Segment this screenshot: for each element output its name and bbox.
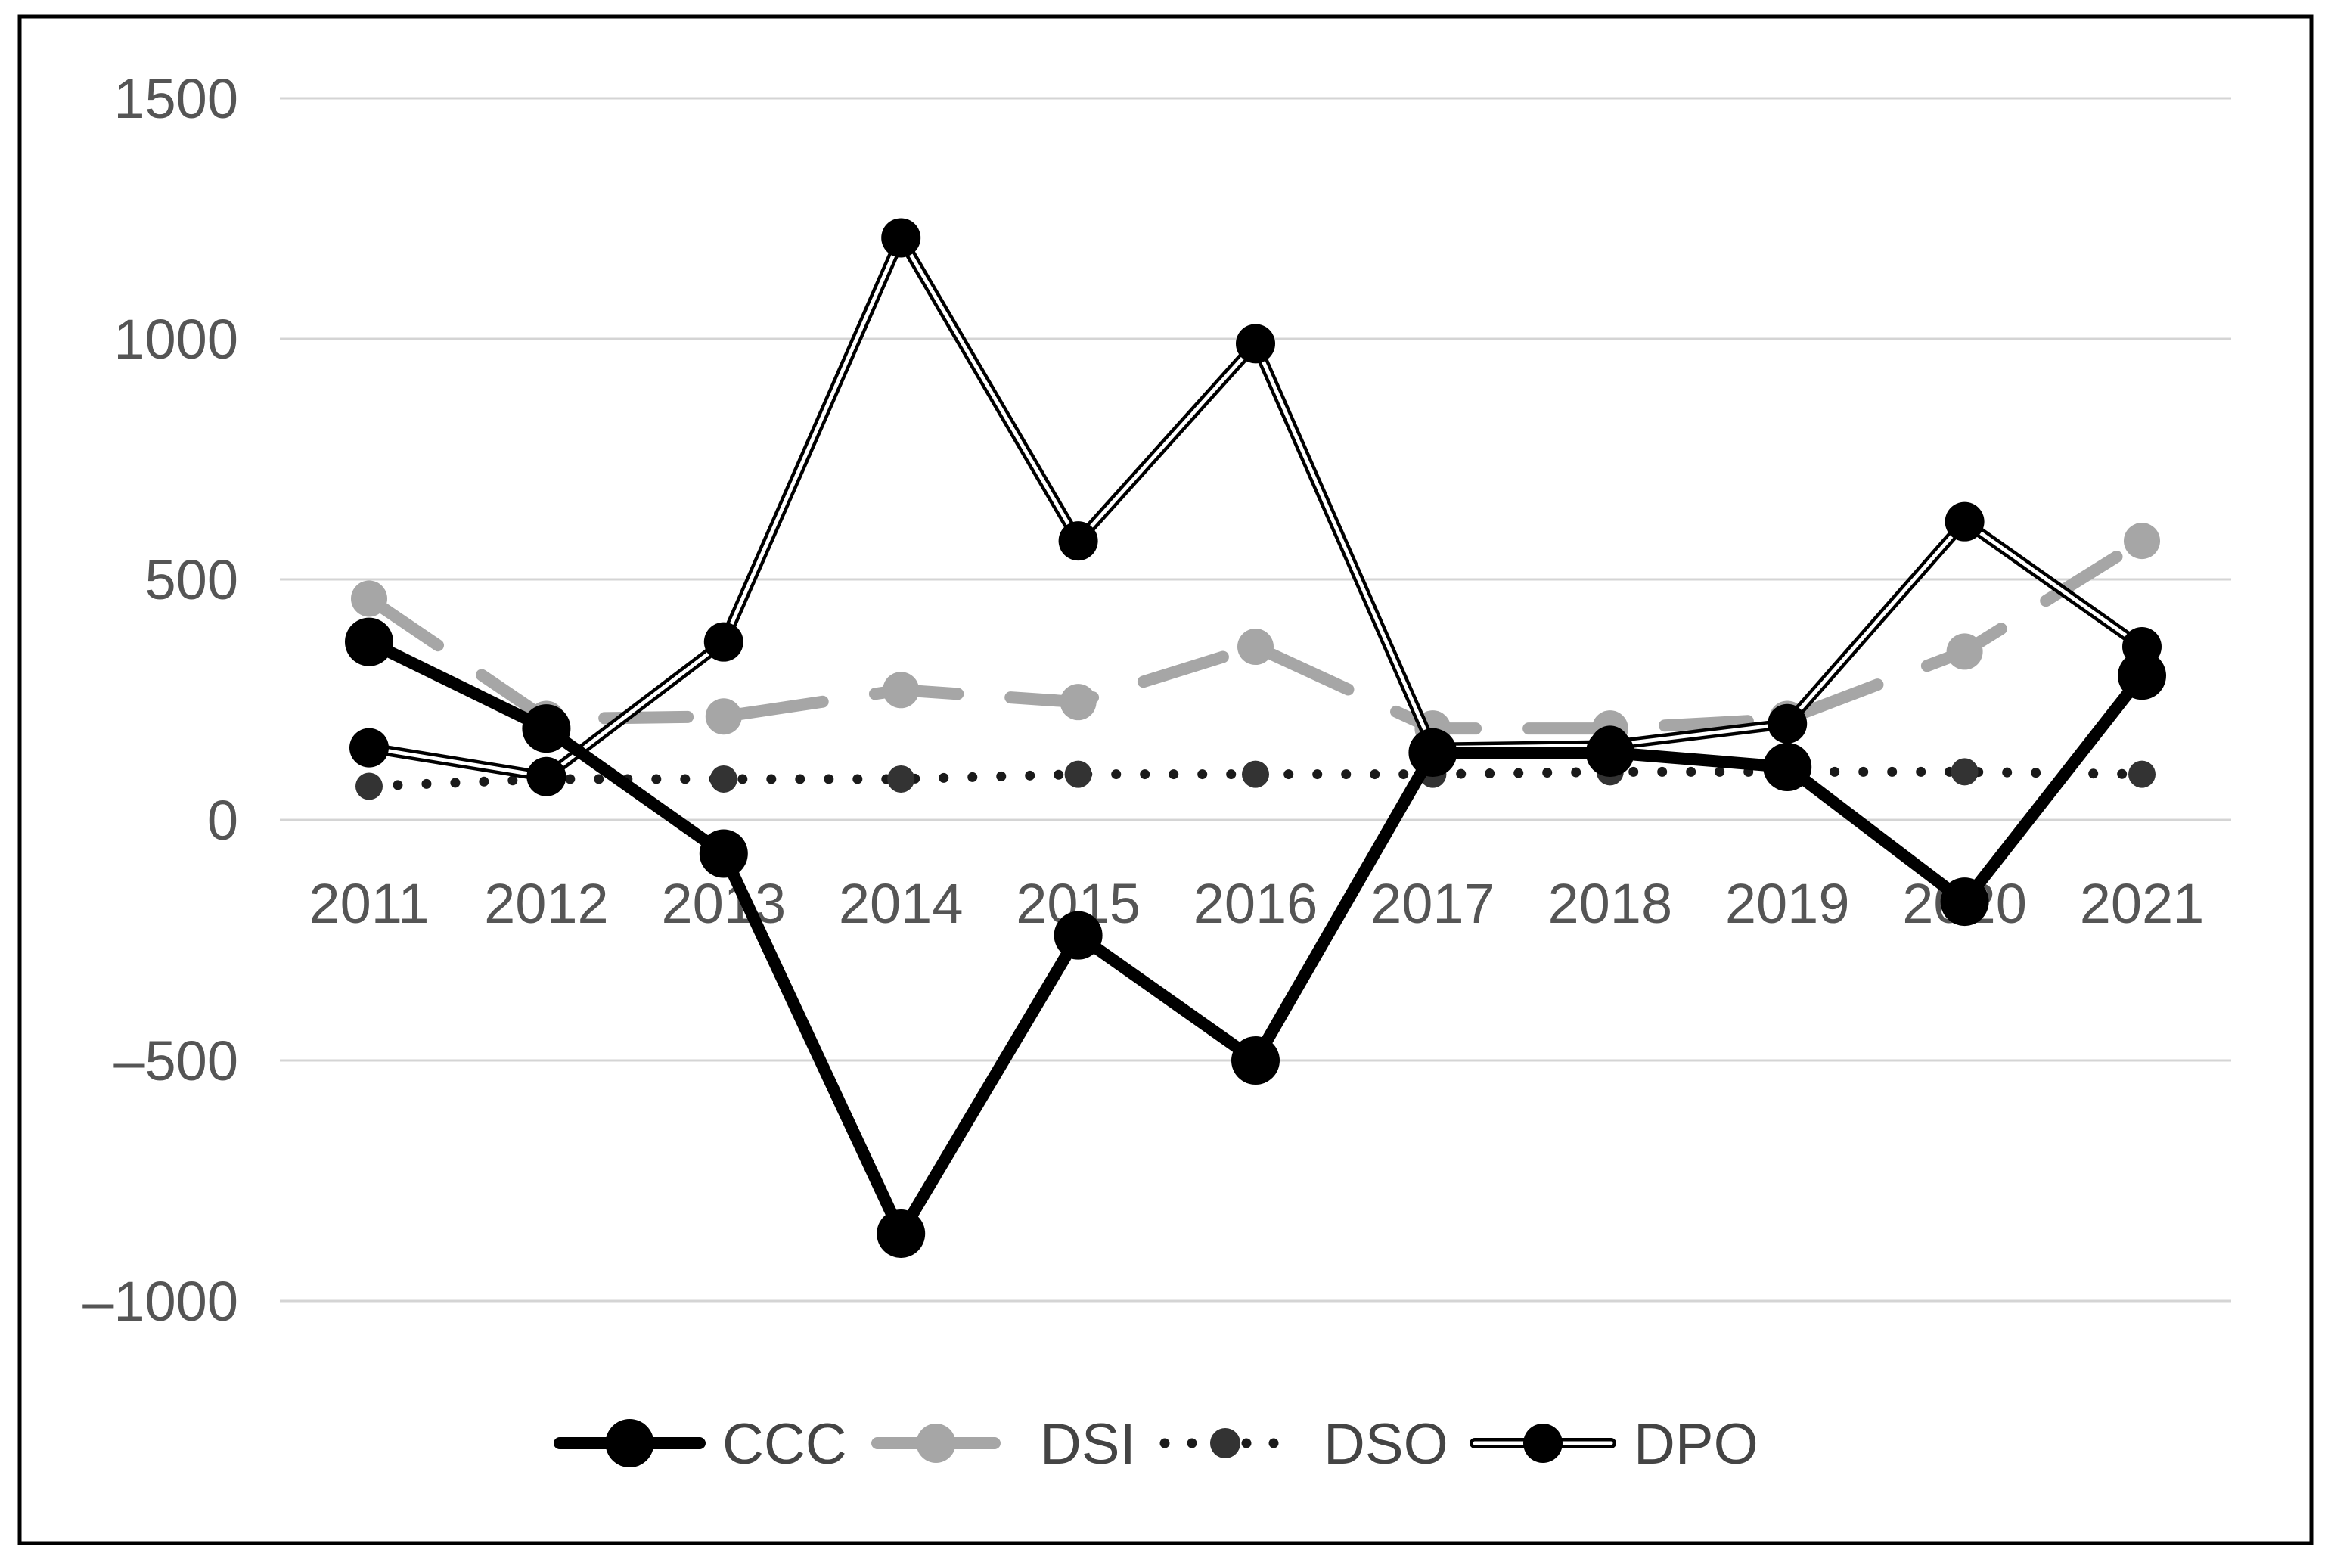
dpo-point [526, 756, 566, 796]
legend-item-ccc: CCC [554, 1412, 847, 1476]
legend-item-dsi: DSI [871, 1412, 1136, 1476]
ccc-point [522, 704, 571, 753]
dpo-point [1058, 521, 1098, 561]
ccc-point [1054, 911, 1103, 960]
chart-border [17, 14, 2314, 1545]
legend-swatch-marker [1210, 1428, 1240, 1458]
y-axis-ticks: 1500 1000 500 0 –500 –1000 [82, 67, 238, 1333]
series-lines [345, 218, 2166, 1258]
dso-point [355, 772, 383, 800]
dpo-point [1768, 703, 1808, 744]
dsi-point [1237, 629, 1274, 666]
y-tick-label: –500 [113, 1029, 238, 1092]
ccc-point [1763, 743, 1812, 792]
dpo-point [703, 622, 743, 662]
ccc-point [1940, 877, 1989, 927]
dsi-point [883, 672, 920, 709]
x-tick-label: 2012 [484, 872, 609, 935]
y-tick-label: 0 [207, 789, 238, 852]
dsi-point [1060, 684, 1097, 721]
legend-label: DSO [1324, 1412, 1448, 1476]
x-tick-label: 2016 [1193, 872, 1318, 935]
legend-item-dso: DSO [1159, 1412, 1448, 1476]
dso-point [1951, 758, 1979, 786]
x-tick-label: 2014 [839, 872, 964, 935]
y-tick-label: 1500 [113, 67, 238, 130]
ccc-point [699, 829, 748, 878]
dpo-point [1236, 324, 1275, 364]
dsi-point [705, 698, 742, 735]
ccc-point [1585, 728, 1634, 777]
legend-label: CCC [722, 1412, 847, 1476]
dsi-point [1946, 633, 1983, 670]
legend-label: DPO [1634, 1412, 1758, 1476]
dso-point [1242, 760, 1269, 788]
dpo-point [881, 218, 921, 258]
x-tick-label: 2019 [1725, 872, 1850, 935]
ccc-point [2118, 651, 2166, 700]
x-tick-label: 2018 [1547, 872, 1672, 935]
y-tick-label: –1000 [82, 1270, 238, 1333]
x-tick-label: 2013 [661, 872, 786, 935]
ccc-point [877, 1209, 926, 1258]
ccc-point [1231, 1036, 1280, 1085]
y-tick-label: 500 [145, 548, 238, 611]
legend-swatch-marker [916, 1424, 956, 1463]
dso-point [709, 765, 737, 793]
dsi-line [363, 535, 2148, 735]
ccc-point [345, 617, 393, 666]
x-tick-label: 2011 [309, 872, 429, 935]
x-axis-ticks: 2011201220132014201520162017201820192020… [309, 872, 2204, 935]
dsi-point [351, 580, 387, 617]
dso-point [1064, 760, 1092, 788]
x-tick-label: 2021 [2080, 872, 2205, 935]
dsi-point [2124, 523, 2160, 560]
series-ccc [345, 617, 2166, 1258]
ccc-point [1408, 728, 1457, 777]
legend: CCC DSI DSO DPO [554, 1412, 1758, 1476]
legend-label: DSI [1040, 1412, 1136, 1476]
dso-point [887, 765, 915, 793]
dpo-point [1945, 501, 1985, 542]
legend-swatch-marker [605, 1419, 654, 1467]
x-tick-label: 2017 [1370, 872, 1495, 935]
dso-point [2128, 760, 2156, 788]
legend-swatch-marker [1523, 1424, 1563, 1463]
legend-item-dpo: DPO [1470, 1412, 1758, 1476]
y-tick-label: 1000 [113, 308, 238, 371]
dpo-point [349, 728, 389, 768]
